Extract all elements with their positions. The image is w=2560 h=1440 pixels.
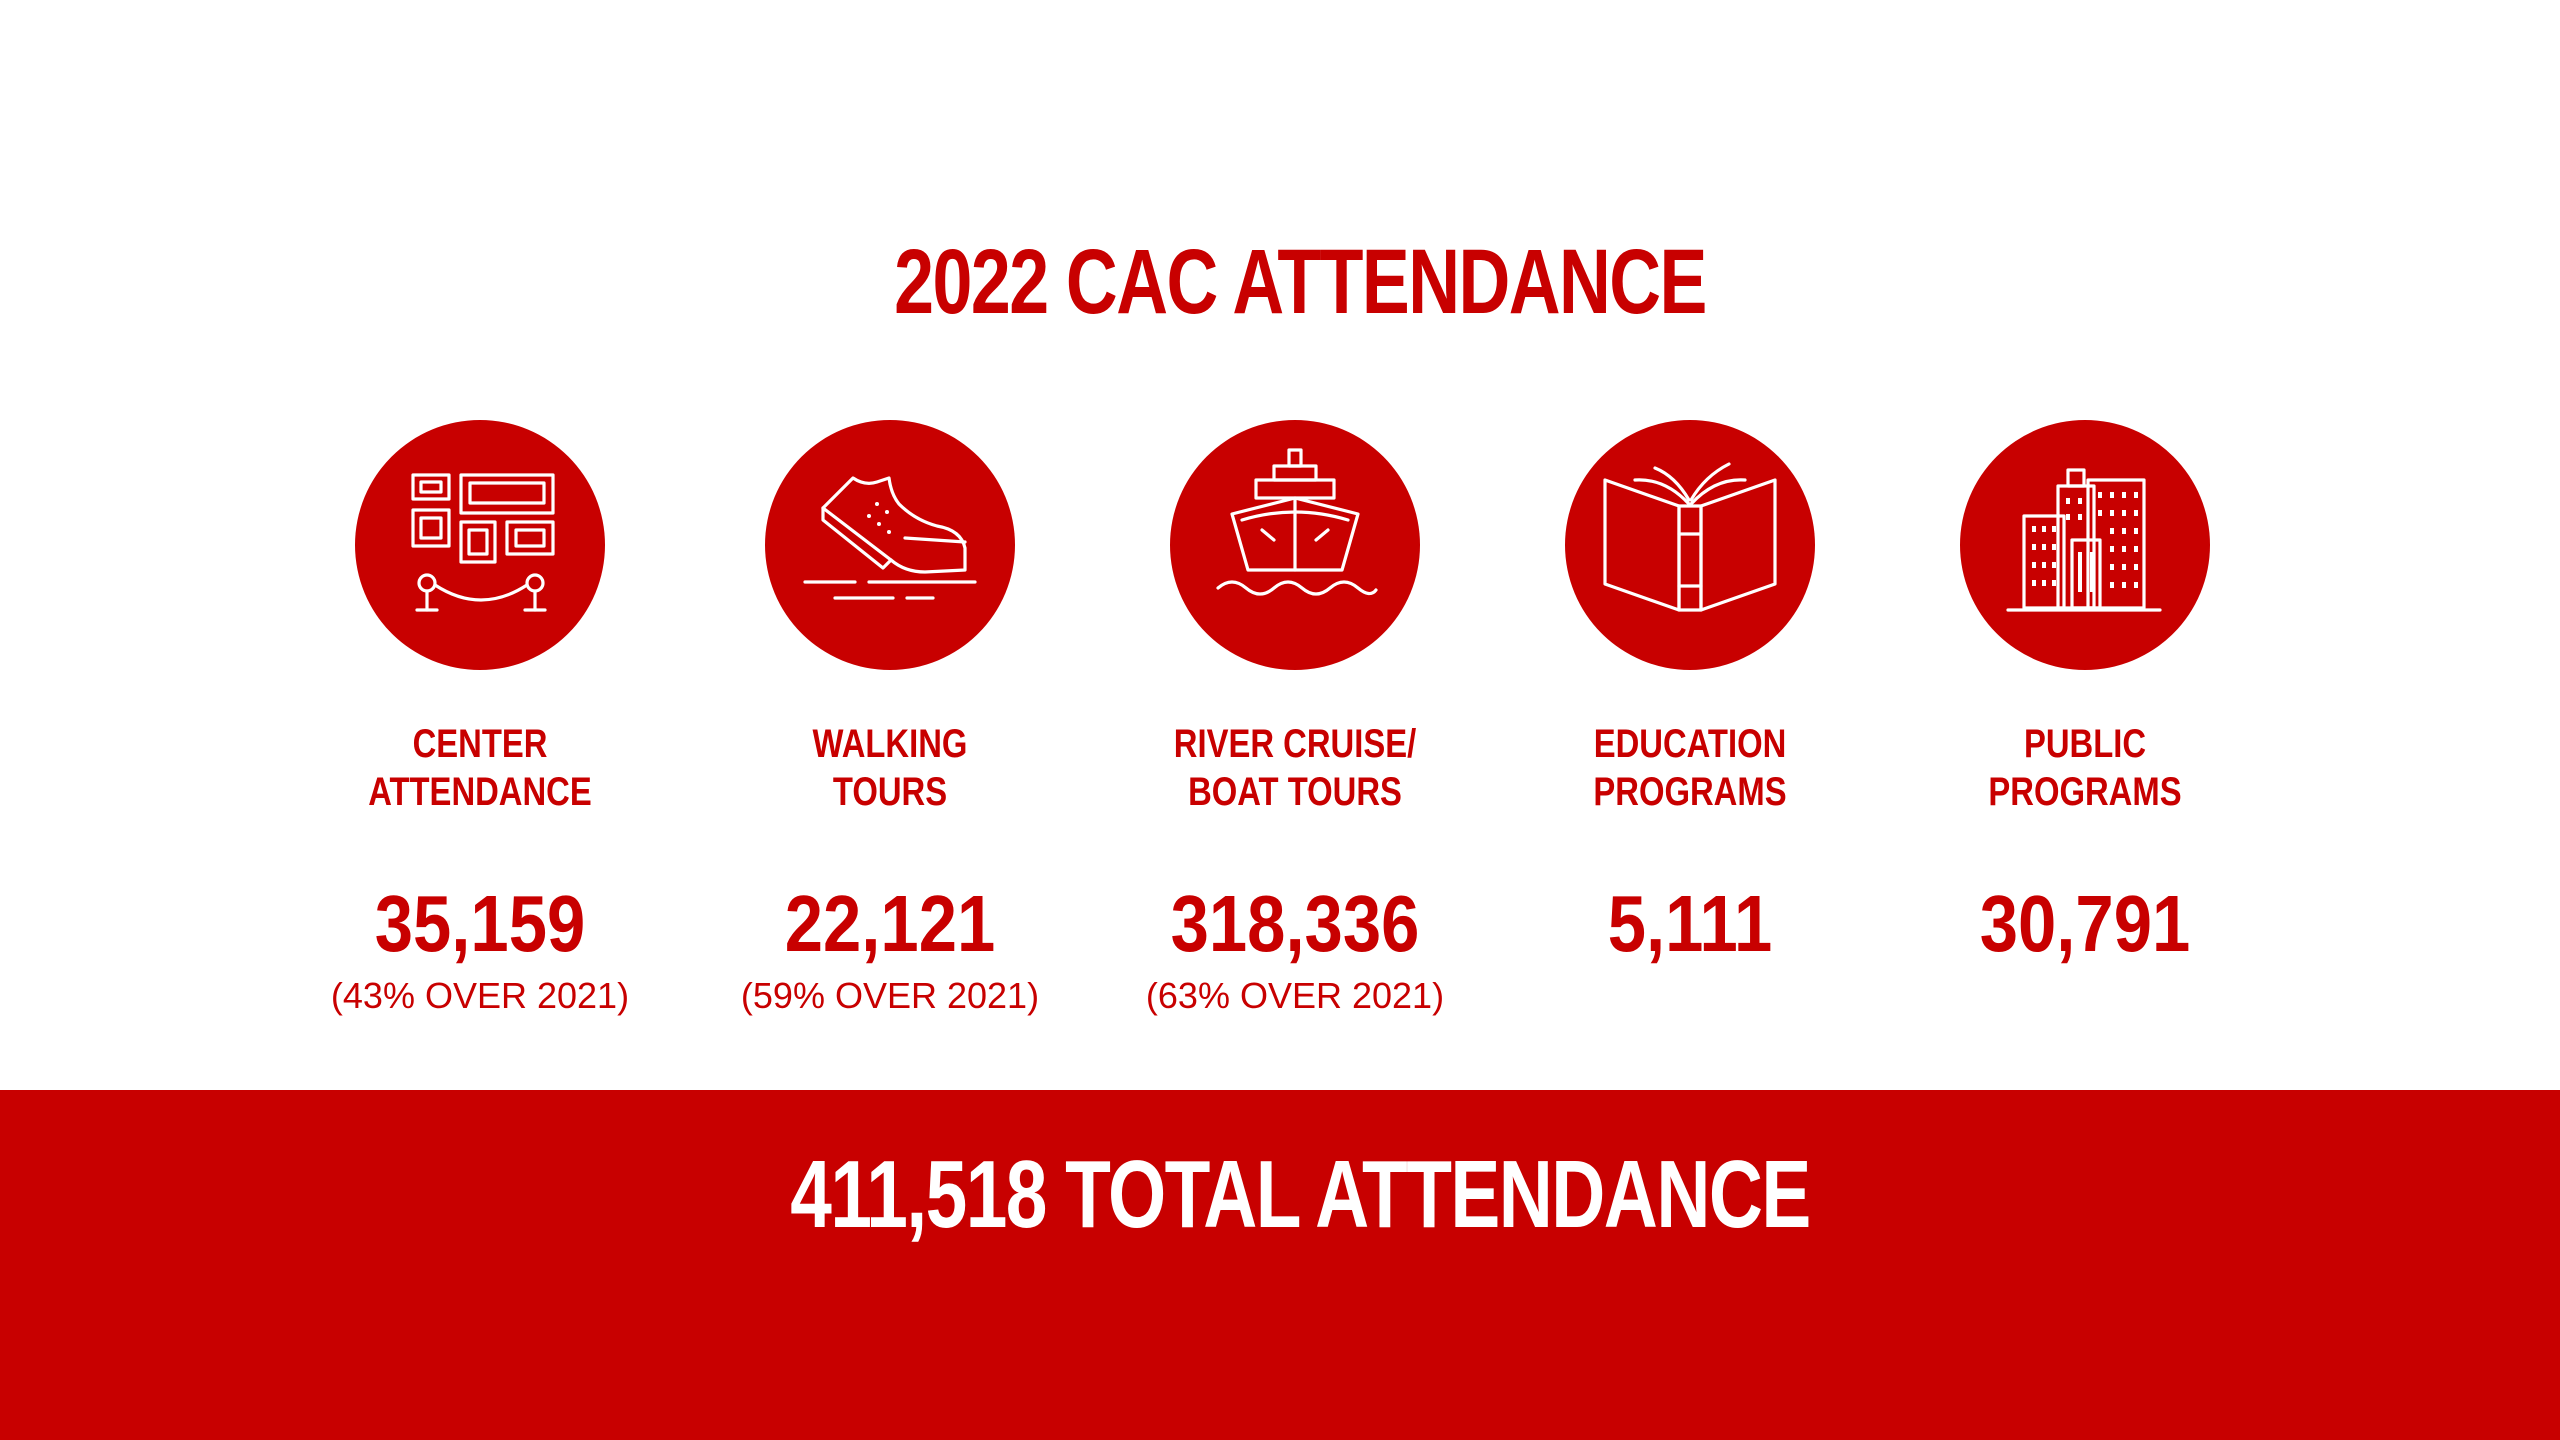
open-book-icon (1565, 420, 1815, 670)
stat-label: RIVER CRUISE/ BOAT TOURS (1090, 720, 1500, 816)
stat-label: PUBLIC PROGRAMS (1880, 720, 2290, 816)
stat-card-center-attendance: CENTER ATTENDANCE 35,159 (43% OVER 2021) (270, 0, 690, 1080)
boat-icon (1170, 420, 1420, 670)
walking-shoe-icon (765, 420, 1015, 670)
stat-label: WALKING TOURS (685, 720, 1095, 816)
stat-card-public-programs: PUBLIC PROGRAMS 30,791 (1875, 0, 2295, 1080)
stat-label-line1: PUBLIC (2023, 722, 2147, 766)
stat-card-boat-tours: RIVER CRUISE/ BOAT TOURS 318,336 (63% OV… (1085, 0, 1505, 1080)
stat-label-line1: RIVER CRUISE/ (1173, 722, 1417, 766)
stat-label-line1: WALKING (812, 722, 968, 766)
stat-label-line2: BOAT TOURS (1188, 770, 1402, 814)
stat-growth: (59% OVER 2021) (740, 975, 1040, 1016)
stat-card-walking-tours: WALKING TOURS 22,121 (59% OVER 2021) (680, 0, 1100, 1080)
total-banner (0, 1090, 2560, 1440)
stat-label-line1: CENTER (412, 722, 548, 766)
gallery-exhibit-icon (355, 420, 605, 670)
stat-label-line2: PROGRAMS (1593, 770, 1787, 814)
stat-growth: (63% OVER 2021) (1145, 975, 1445, 1016)
stat-value: 318,336 (1170, 879, 1420, 968)
stat-value: 22,121 (784, 879, 996, 968)
stat-label-line1: EDUCATION (1593, 722, 1787, 766)
stat-growth: (43% OVER 2021) (330, 975, 630, 1016)
stat-label-line2: TOURS (832, 770, 948, 814)
stat-card-education-programs: EDUCATION PROGRAMS 5,111 (1480, 0, 1900, 1080)
stat-value: 35,159 (374, 879, 586, 968)
city-buildings-icon (1960, 420, 2210, 670)
stat-label: EDUCATION PROGRAMS (1485, 720, 1895, 816)
stat-label-line2: PROGRAMS (1988, 770, 2182, 814)
stat-label-line2: ATTENDANCE (368, 770, 592, 814)
stat-label: CENTER ATTENDANCE (275, 720, 685, 816)
total-attendance: 411,518 TOTAL ATTENDANCE (790, 1141, 1811, 1248)
page-title: 2022 CAC ATTENDANCE (894, 231, 1707, 333)
stat-value: 5,111 (1607, 879, 1773, 968)
stat-value: 30,791 (1979, 879, 2191, 968)
